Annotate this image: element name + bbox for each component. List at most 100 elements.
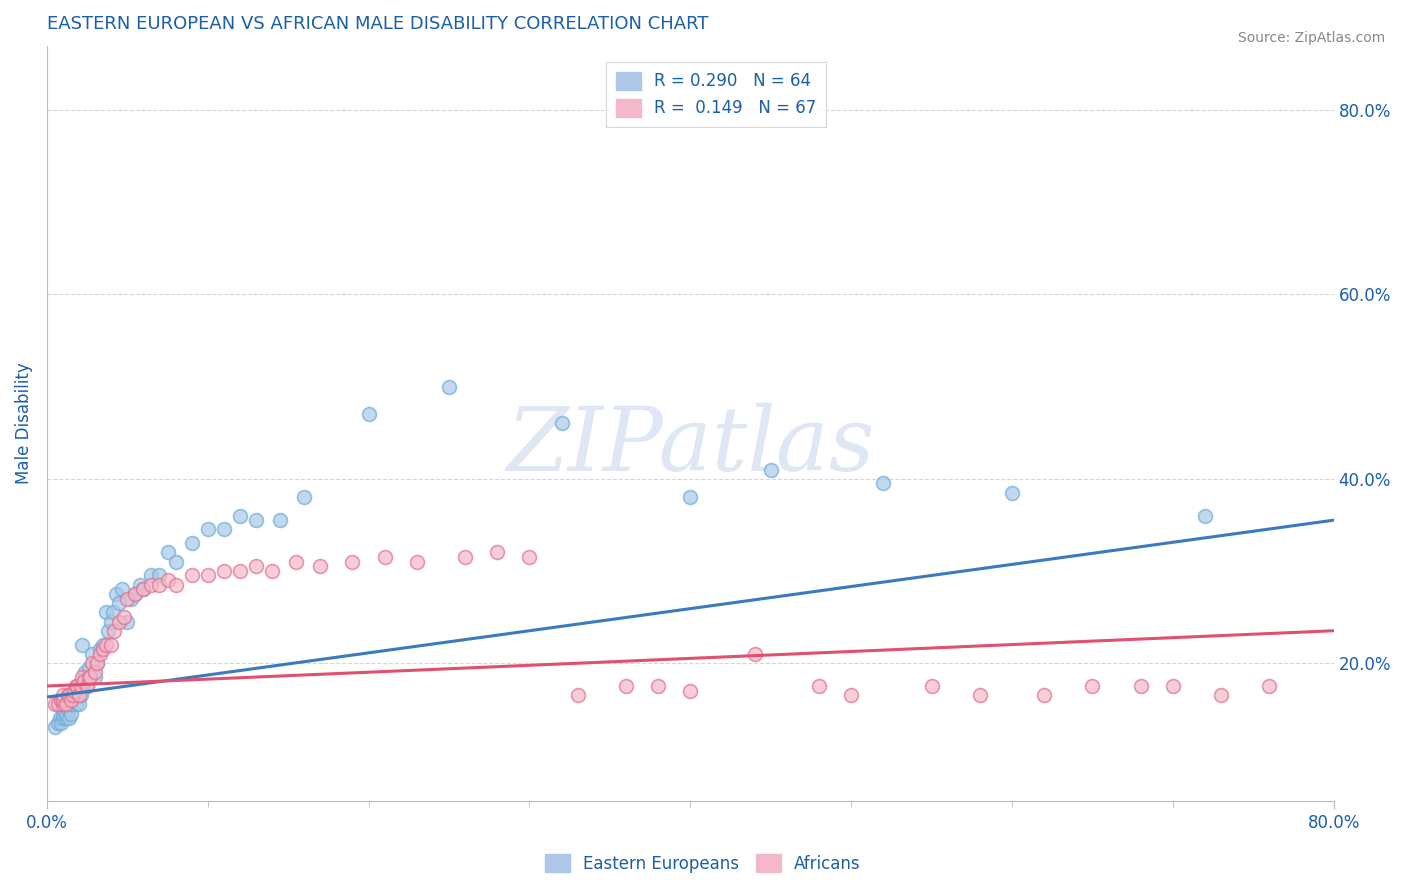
Point xyxy=(52,693,75,707)
Point xyxy=(141,577,163,591)
Point xyxy=(52,693,75,707)
Point xyxy=(52,688,75,702)
Point xyxy=(212,522,235,536)
Point xyxy=(72,638,94,652)
Point xyxy=(197,522,219,536)
Point xyxy=(86,656,108,670)
Point xyxy=(108,596,131,610)
Point xyxy=(79,670,101,684)
Point xyxy=(60,706,83,721)
Point xyxy=(921,679,943,693)
Point xyxy=(117,591,139,606)
Point xyxy=(52,698,75,712)
Point xyxy=(52,702,75,716)
Point xyxy=(132,582,155,597)
Point xyxy=(75,665,97,680)
Point xyxy=(132,582,155,597)
Point xyxy=(55,711,77,725)
Point xyxy=(51,693,73,707)
Point xyxy=(103,624,125,638)
Point xyxy=(76,679,98,693)
Legend: Eastern Europeans, Africans: Eastern Europeans, Africans xyxy=(538,847,868,880)
Point xyxy=(245,513,267,527)
Point xyxy=(77,660,100,674)
Point xyxy=(44,721,66,735)
Point xyxy=(437,379,460,393)
Point xyxy=(86,656,108,670)
Point xyxy=(67,688,90,702)
Point xyxy=(262,564,284,578)
Point xyxy=(66,683,89,698)
Point xyxy=(96,605,118,619)
Point xyxy=(100,615,122,629)
Point xyxy=(65,698,87,712)
Point xyxy=(679,490,702,504)
Point xyxy=(77,670,100,684)
Point xyxy=(72,679,94,693)
Point xyxy=(156,545,179,559)
Point xyxy=(117,615,139,629)
Point xyxy=(229,564,252,578)
Point xyxy=(148,568,170,582)
Point xyxy=(309,559,332,574)
Point xyxy=(1194,508,1216,523)
Point xyxy=(292,490,315,504)
Point xyxy=(111,582,134,597)
Point xyxy=(67,698,90,712)
Point xyxy=(112,610,135,624)
Point xyxy=(49,711,72,725)
Point xyxy=(486,545,509,559)
Point xyxy=(141,568,163,582)
Point xyxy=(285,555,308,569)
Point xyxy=(73,674,96,689)
Point xyxy=(1033,688,1056,702)
Point xyxy=(1129,679,1152,693)
Point xyxy=(55,698,77,712)
Point xyxy=(58,711,80,725)
Point xyxy=(72,670,94,684)
Point xyxy=(342,555,364,569)
Point xyxy=(105,587,128,601)
Point xyxy=(62,688,84,702)
Point xyxy=(165,555,187,569)
Point xyxy=(357,407,380,421)
Point xyxy=(63,683,86,698)
Point xyxy=(744,647,766,661)
Point xyxy=(165,577,187,591)
Y-axis label: Male Disability: Male Disability xyxy=(15,362,32,484)
Point xyxy=(124,587,146,601)
Point xyxy=(120,591,142,606)
Point xyxy=(84,670,107,684)
Point xyxy=(101,605,124,619)
Point xyxy=(969,688,991,702)
Text: EASTERN EUROPEAN VS AFRICAN MALE DISABILITY CORRELATION CHART: EASTERN EUROPEAN VS AFRICAN MALE DISABIL… xyxy=(46,15,709,33)
Point xyxy=(148,577,170,591)
Point xyxy=(51,715,73,730)
Point xyxy=(96,638,118,652)
Point xyxy=(46,715,69,730)
Point xyxy=(55,706,77,721)
Point xyxy=(1161,679,1184,693)
Point xyxy=(56,702,79,716)
Point xyxy=(454,549,477,564)
Point xyxy=(56,688,79,702)
Point xyxy=(44,698,66,712)
Point xyxy=(519,549,541,564)
Point xyxy=(46,698,69,712)
Point xyxy=(69,679,91,693)
Point xyxy=(80,656,103,670)
Point xyxy=(100,638,122,652)
Point xyxy=(807,679,830,693)
Point xyxy=(60,693,83,707)
Point xyxy=(80,647,103,661)
Point xyxy=(60,698,83,712)
Point xyxy=(180,568,202,582)
Point xyxy=(405,555,427,569)
Point xyxy=(197,568,219,582)
Point xyxy=(56,698,79,712)
Point xyxy=(89,647,111,661)
Point xyxy=(872,476,894,491)
Point xyxy=(124,587,146,601)
Text: ZIPatlas: ZIPatlas xyxy=(506,402,875,490)
Point xyxy=(567,688,589,702)
